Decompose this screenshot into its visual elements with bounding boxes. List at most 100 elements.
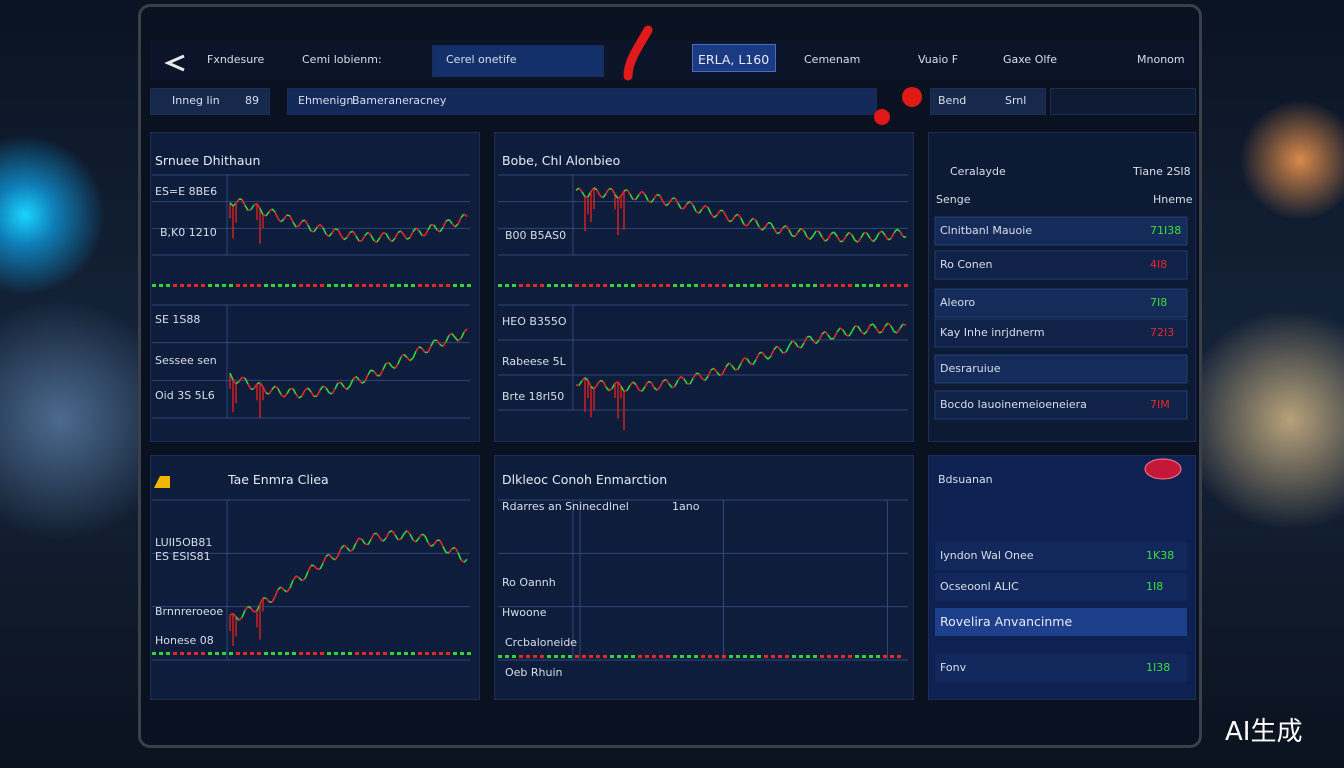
price-line [340,235,345,241]
price-line [800,227,805,232]
price-line [872,323,877,329]
price-line [662,378,667,382]
price-line [358,537,363,541]
price-line [262,213,267,217]
row-value: 4I8 [1150,258,1168,271]
price-line [836,235,841,242]
volume-dot [631,655,635,658]
volume-dot [194,284,198,287]
price-line [740,357,745,364]
nav-item[interactable]: Cerel onetife [446,53,517,66]
volume-dot [687,284,691,287]
price-line [427,345,432,353]
toolbar-item[interactable]: Ehmenign [298,94,354,107]
nav-item[interactable]: Fxndesure [207,53,265,66]
volume-dot [701,655,705,658]
volume-dot [460,284,464,287]
price-line [313,226,318,233]
toolbar-item[interactable]: Bameraneracney [352,94,447,107]
volume-dot [180,284,184,287]
price-line [893,330,898,334]
price-line [295,575,300,579]
price-line [659,380,664,388]
volume-dot [652,284,656,287]
volume-dot [610,655,614,658]
volume-dot [743,284,747,287]
price-line [319,385,324,391]
price-line [259,208,264,216]
volume-dot [540,655,544,658]
nav-item[interactable]: Cemenam [804,53,861,66]
volume-dot [390,284,394,287]
volume-dot [250,652,254,655]
price-line [370,533,375,540]
flag-icon [154,476,170,488]
volume-dot [512,655,516,658]
price-line [448,219,453,224]
price-line [406,356,411,362]
price-line [376,237,381,243]
price-line [244,377,249,385]
volume-dot [187,652,191,655]
panel-title: Ceralayde [950,165,1006,178]
price-line [250,387,255,391]
toolbar-item[interactable]: Srnl [1005,94,1027,107]
price-line [644,194,649,201]
volume-dot [355,284,359,287]
price-line [647,380,652,384]
price-line [797,346,802,349]
nav-item[interactable]: Mnonom [1137,53,1185,66]
volume-dot [701,284,705,287]
volume-dot [771,284,775,287]
nav-item[interactable]: Vuaio F [918,53,959,66]
volume-dot [292,284,296,287]
price-line [671,197,676,200]
price-line [316,389,321,397]
price-line [656,193,661,197]
toolbar-item[interactable]: Bend [938,94,967,107]
price-line [379,232,384,238]
volume-dot [215,284,219,287]
price-line [247,605,252,609]
volume-dot [806,284,810,287]
price-line [584,377,589,382]
nav-item[interactable]: Cemi lobienm: [302,53,382,66]
row-label: Rovelira Anvancinme [940,614,1073,629]
volume-dot [201,652,205,655]
volume-dot [519,284,523,287]
price-line [394,363,399,369]
volume-dot [841,655,845,658]
axis-label: B00 B5AS0 [505,229,567,242]
price-line [418,230,423,236]
price-line [418,346,423,350]
nav-item[interactable]: Gaxe Olfe [1003,53,1058,66]
row-label: Ocseoonl ALIC [940,580,1019,593]
price-line [857,237,862,243]
price-line [379,369,384,376]
price-line [770,222,775,230]
price-line [623,188,628,192]
price-line [827,334,832,340]
price-line [854,239,859,243]
price-line [283,589,288,593]
volume-dot [166,652,170,655]
price-line [277,388,282,395]
price-line [761,226,766,231]
price-line [313,395,318,398]
toolbar-item[interactable]: Inneg Iin [172,94,220,107]
price-line [761,351,766,357]
volume-dot [855,284,859,287]
price-line [812,230,817,237]
volume-dot [589,284,593,287]
volume-dot [299,652,303,655]
price-line [298,577,303,582]
price-line [238,376,243,382]
price-line [776,345,781,350]
nav-item[interactable]: ERLA, L160 [698,52,770,67]
volume-dot [341,652,345,655]
price-line [364,374,369,382]
price-line [698,208,703,214]
price-line [593,384,598,390]
toolbar-item[interactable]: 89 [245,94,259,107]
row-bg [934,288,1188,318]
